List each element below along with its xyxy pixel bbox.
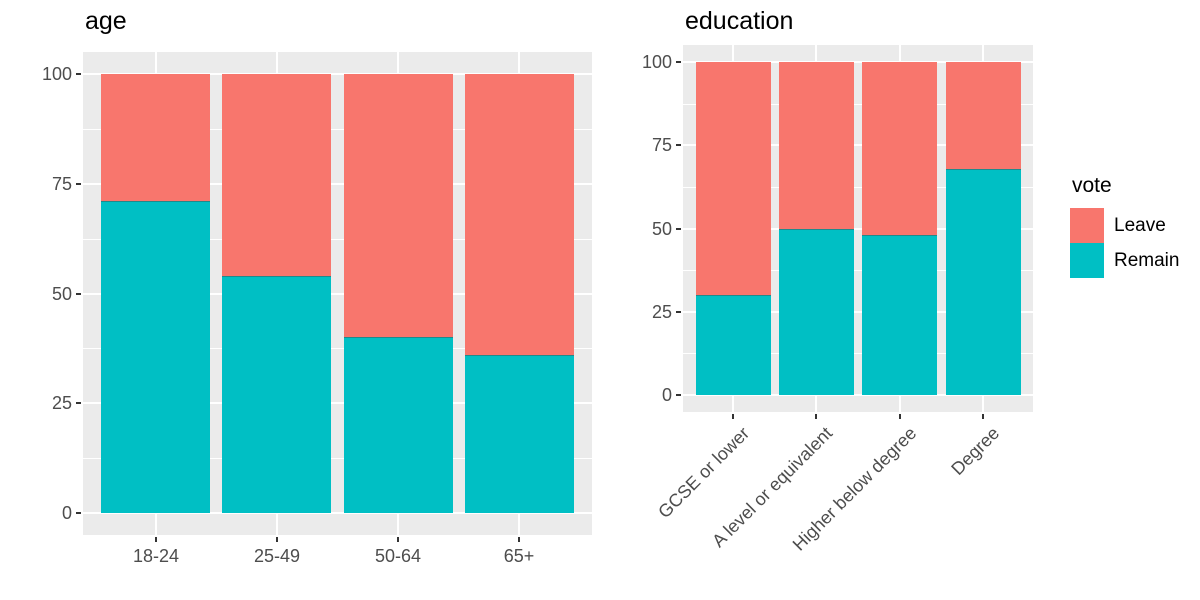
minor-gridline [83, 348, 592, 349]
x-axis-tick-label: 65+ [503, 546, 535, 566]
major-gridline [83, 402, 592, 404]
minor-gridline [83, 458, 592, 459]
major-gridline [683, 61, 1033, 63]
major-gridline [83, 73, 592, 75]
bar-segment-remain-Degree [946, 169, 1021, 395]
y-axis-tick-label: 25 [651, 302, 672, 322]
legend-item-remain: Remain [1070, 243, 1179, 278]
major-gridline [83, 293, 592, 295]
y-axis-tick-label: 75 [51, 174, 72, 194]
bar-segment-leave-25-49 [222, 74, 331, 276]
bar-segment-remain-GCSE or lower [696, 295, 771, 395]
x-axis-tick-label: Degree [947, 423, 1004, 479]
y-axis-tick-label: 0 [661, 385, 672, 405]
minor-gridline [683, 104, 1033, 105]
y-axis-tick [676, 228, 681, 230]
bar-segment-remain-65+ [465, 355, 574, 513]
y-axis-tick [76, 512, 81, 514]
bar-segment-remain-50-64 [344, 337, 453, 513]
x-axis-tick [397, 537, 399, 542]
legend-item-leave: Leave [1070, 208, 1179, 243]
major-gridline [683, 394, 1033, 396]
bar-segment-leave-18-24 [101, 74, 210, 201]
y-axis-tick [676, 394, 681, 396]
minor-gridline [83, 129, 592, 130]
legend-label-leave: Leave [1114, 214, 1166, 236]
bar-segment-remain-18-24 [101, 201, 210, 513]
bar-segment-leave-Higher below degree [862, 62, 937, 235]
y-axis-tick-label: 100 [641, 52, 672, 72]
minor-gridline [83, 239, 592, 240]
minor-gridline [683, 353, 1033, 354]
legend-title: vote [1072, 174, 1112, 197]
x-axis-tick [276, 537, 278, 542]
major-gridline [683, 228, 1033, 230]
chart-education-title: education [685, 7, 794, 35]
y-axis-tick-label: 0 [61, 503, 72, 523]
x-axis-tick [155, 537, 157, 542]
minor-gridline [683, 270, 1033, 271]
x-axis-tick [815, 414, 817, 419]
bar-segment-remain-A level or equivalent [779, 229, 854, 395]
bar-segment-leave-GCSE or lower [696, 62, 771, 295]
chart-education-panel [683, 45, 1033, 412]
x-axis-tick-label: 25-49 [253, 546, 301, 566]
legend-key-remain-swatch [1070, 243, 1104, 278]
y-axis-tick-label: 100 [41, 64, 72, 84]
legend-key-leave-swatch [1070, 208, 1104, 243]
minor-gridline [683, 187, 1033, 188]
bar-segment-remain-Higher below degree [862, 235, 937, 395]
x-axis-tick-label: 18-24 [132, 546, 180, 566]
y-axis-tick-label: 50 [51, 284, 72, 304]
y-axis-tick-label: 75 [651, 135, 672, 155]
y-axis-tick [676, 144, 681, 146]
major-gridline [83, 512, 592, 514]
x-axis-tick [518, 537, 520, 542]
x-axis-tick [899, 414, 901, 419]
bar-segment-leave-A level or equivalent [779, 62, 854, 229]
chart-age-panel [83, 52, 592, 535]
major-gridline [683, 311, 1033, 313]
y-axis-tick [76, 73, 81, 75]
y-axis-tick [76, 402, 81, 404]
bar-segment-leave-65+ [465, 74, 574, 355]
legend-label-remain: Remain [1114, 249, 1180, 271]
bar-segment-remain-25-49 [222, 276, 331, 513]
major-gridline [83, 183, 592, 185]
legend: vote Leave Remain [1070, 174, 1179, 278]
y-axis-tick-label: 25 [51, 393, 72, 413]
y-axis-tick [76, 183, 81, 185]
y-axis-tick [676, 311, 681, 313]
major-gridline [683, 144, 1033, 146]
chart-age-title: age [85, 7, 127, 35]
x-axis-tick-label: 50-64 [374, 546, 422, 566]
y-axis-tick-label: 50 [651, 219, 672, 239]
x-axis-tick [982, 414, 984, 419]
x-axis-tick [732, 414, 734, 419]
y-axis-tick [76, 293, 81, 295]
bar-segment-leave-50-64 [344, 74, 453, 337]
bar-segment-leave-Degree [946, 62, 1021, 169]
y-axis-tick [676, 61, 681, 63]
